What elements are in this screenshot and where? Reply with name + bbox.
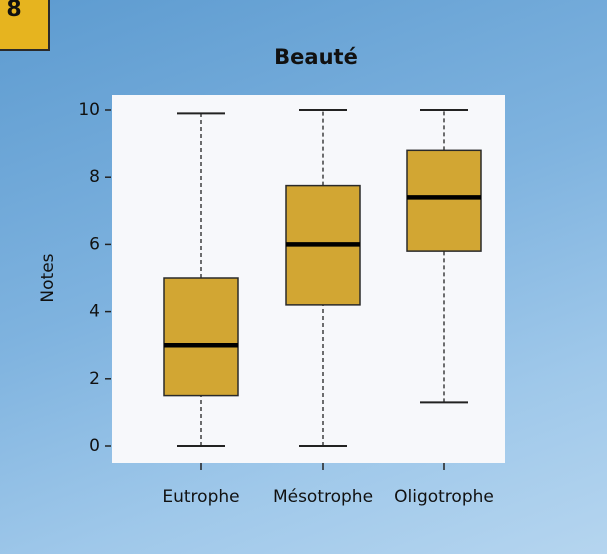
x-tick-label: Mésotrophe xyxy=(273,487,373,507)
y-tick-label: 6 xyxy=(89,234,100,254)
y-tick-label: 0 xyxy=(89,436,100,456)
y-tick-label: 10 xyxy=(78,100,100,120)
badge-text: 8 xyxy=(6,0,21,22)
x-tick-label: Eutrophe xyxy=(162,487,239,507)
y-axis-label: Notes xyxy=(38,253,58,302)
y-tick-label: 2 xyxy=(89,369,100,389)
box xyxy=(406,149,482,252)
x-tick-label: Oligotrophe xyxy=(394,487,494,507)
box xyxy=(163,277,239,397)
y-tick-label: 8 xyxy=(89,167,100,187)
y-tick-label: 4 xyxy=(89,302,100,322)
badge-box xyxy=(0,0,50,51)
chart-title: Beauté xyxy=(274,45,358,69)
